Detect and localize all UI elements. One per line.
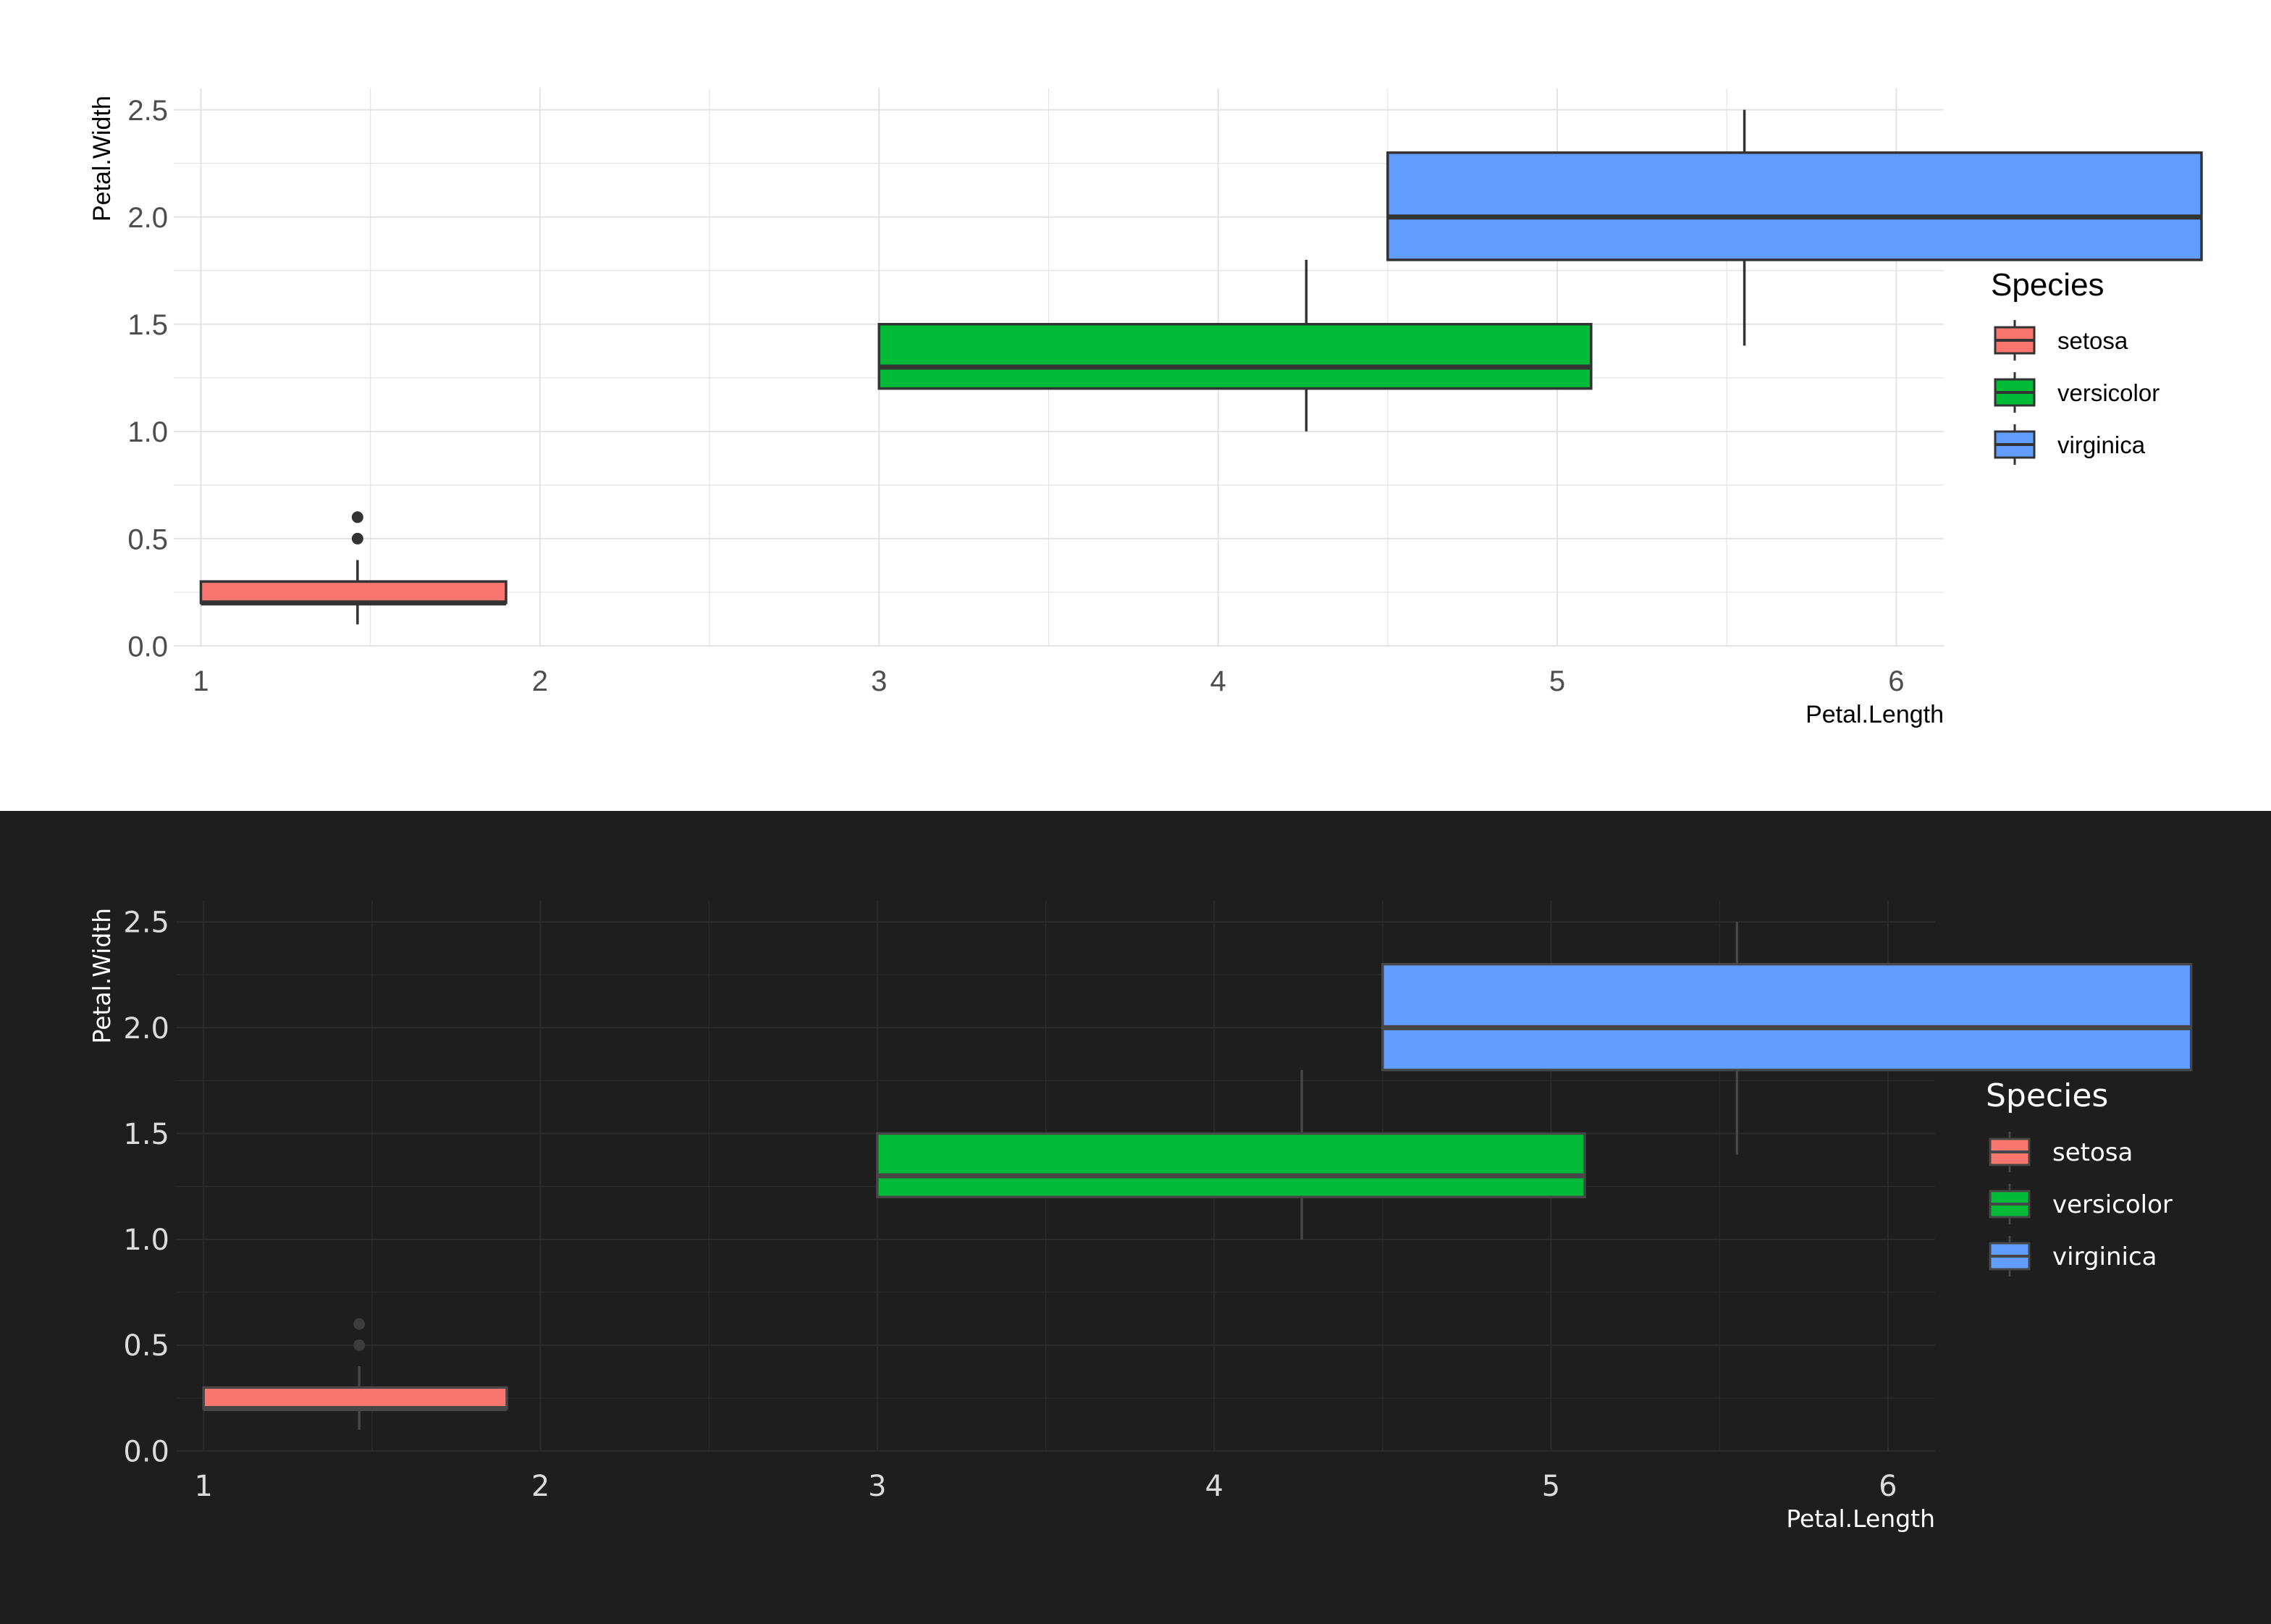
legend-title: Species: [1991, 267, 2104, 303]
y-tick-label: 1.5: [123, 1118, 169, 1151]
y-tick-label: 0.0: [123, 1435, 169, 1468]
dark-theme-chart-panel: 1 2 3 4 5 6 0.0 0.5 1.0 1.5 2.0 2.5 Petal.Length Peta…: [0, 811, 2271, 1624]
setosa-outlier-point: [353, 1339, 366, 1351]
legend-title: Species: [1986, 1077, 2108, 1114]
setosa-outlier-point: [351, 532, 363, 544]
x-tick-label: 6: [1888, 665, 1904, 697]
x-tick-label: 1: [193, 665, 208, 697]
versicolor-box: [877, 323, 1593, 390]
x-tick-label: 4: [1210, 665, 1226, 697]
virginica-box: [1386, 151, 2203, 261]
setosa-outlier-point: [353, 1318, 366, 1330]
x-tick-label: 5: [1549, 665, 1565, 697]
x-tick-label: 1: [194, 1470, 212, 1503]
legend-label-setosa: setosa: [2052, 1138, 2133, 1167]
y-axis-title: Petal.Width: [88, 908, 116, 1044]
y-tick-label: 1.5: [127, 309, 168, 341]
x-tick-label: 2: [532, 665, 548, 697]
virginica-box: [1381, 962, 2193, 1072]
y-tick-label: 1.0: [127, 416, 168, 448]
legend-label-versicolor: versicolor: [2052, 1190, 2173, 1219]
x-tick-label: 2: [531, 1470, 549, 1503]
x-tick-label: 6: [1879, 1470, 1897, 1503]
y-tick-label: 0.5: [127, 523, 168, 555]
legend-label-versicolor: versicolor: [2057, 379, 2160, 406]
dark-boxplot-chart: 1 2 3 4 5 6 0.0 0.5 1.0 1.5 2.0 2.5 Petal.Length Peta…: [88, 901, 2193, 1533]
x-axis-title: Petal.Length: [1786, 1505, 1935, 1533]
setosa-outlier-point: [351, 511, 363, 523]
y-axis-title: Petal.Width: [88, 96, 116, 222]
legend-label-setosa: setosa: [2057, 327, 2128, 354]
y-tick-label: 1.0: [123, 1224, 169, 1257]
light-theme-chart-panel: 1 2 3 4 5 6 0.0 0.5 1.0 1.5 2.0 2.5 Petal.Length Peta…: [0, 0, 2271, 811]
legend-label-virginica: virginica: [2057, 432, 2146, 458]
x-tick-label: 5: [1542, 1470, 1560, 1503]
setosa-box: [202, 1386, 508, 1410]
x-tick-label: 3: [868, 1470, 886, 1503]
x-tick-label: 3: [871, 665, 887, 697]
legend-label-virginica: virginica: [2052, 1242, 2157, 1271]
light-boxplot-chart: 1 2 3 4 5 6 0.0 0.5 1.0 1.5 2.0 2.5 Petal.Length Peta…: [88, 88, 2203, 728]
x-axis-title: Petal.Length: [1806, 701, 1944, 728]
y-tick-label: 2.0: [127, 202, 168, 234]
y-tick-label: 0.0: [127, 631, 168, 662]
y-tick-label: 2.5: [123, 906, 169, 940]
y-tick-label: 2.0: [123, 1012, 169, 1045]
y-tick-label: 0.5: [123, 1329, 169, 1363]
versicolor-box: [876, 1132, 1586, 1198]
y-tick-label: 2.5: [127, 95, 168, 127]
x-tick-label: 4: [1205, 1470, 1223, 1503]
setosa-box: [199, 580, 507, 605]
